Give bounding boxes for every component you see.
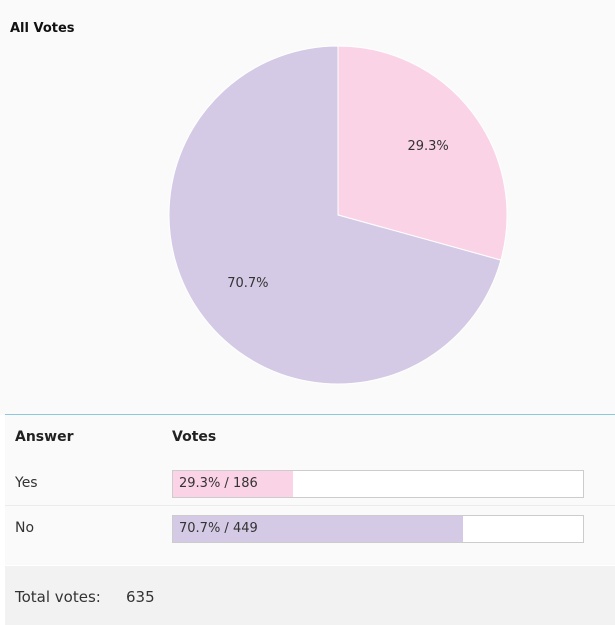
answer-label-yes: Yes [15,475,38,491]
answer-column-header: Answer [15,429,74,445]
total-votes-label: Total votes: [15,588,101,606]
votes-column-header: Votes [172,429,217,445]
pie-label-no: 70.7% [227,276,268,291]
result-row-no: No 70.7% / 449 [5,506,615,550]
vote-bar-no: 70.7% / 449 [172,515,584,543]
vote-bar-fill-yes [173,471,294,497]
chart-title: All Votes [10,21,75,36]
pie-label-yes: 29.3% [407,139,448,154]
pie-slice-yes [337,45,508,261]
vote-bar-text-yes: 29.3% / 186 [179,476,258,491]
vote-bar-fill-no [173,516,463,542]
chart-area: All Votes 29.3% 70.7% [10,21,508,385]
results-header: Answer Votes [5,429,615,451]
vote-bar-text-no: 70.7% / 449 [179,521,258,536]
total-votes-row: Total votes: 635 [5,566,615,625]
answer-label-no: No [15,520,35,536]
pie-slice-no [168,45,502,385]
pie-chart: 29.3% 70.7% [168,45,508,385]
vote-bar-yes: 29.3% / 186 [172,470,584,498]
total-votes-value: 635 [126,588,155,606]
result-row-yes: Yes 29.3% / 186 [5,461,615,506]
results-table: Answer Votes Yes 29.3% / 186 No 70.7% / … [5,415,615,565]
divider [5,414,615,415]
